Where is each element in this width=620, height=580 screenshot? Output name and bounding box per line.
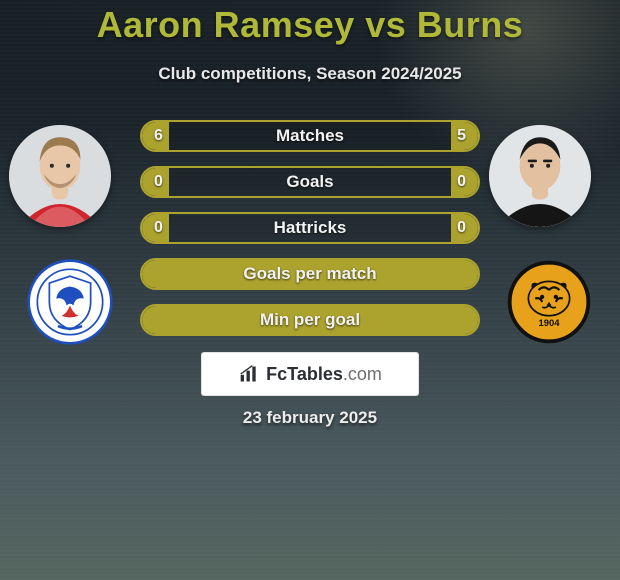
stat-bar-fill-right (451, 122, 478, 150)
stat-bar-fill-left (142, 214, 169, 242)
stat-bar: Hattricks00 (140, 212, 480, 244)
club-right-crest-icon: 1904 (506, 259, 592, 345)
player-left-portrait (9, 125, 111, 227)
watermark-domain: .com (343, 364, 382, 384)
stat-bar-fill-right (451, 168, 478, 196)
stat-bar: Matches65 (140, 120, 480, 152)
stat-bar: Min per goal (140, 304, 480, 336)
stat-bar-fill-left (142, 306, 478, 334)
stat-bar-fill-left (142, 122, 169, 150)
stat-bar: Goals00 (140, 166, 480, 198)
comparison-card: Aaron Ramsey vs Burns Club competitions,… (0, 0, 620, 445)
stat-bar-fill-left (142, 168, 169, 196)
stat-bars: Matches65 Goals00 Hattricks00 Goals per mat… (140, 120, 480, 350)
stat-bar-label: Matches (142, 126, 478, 146)
subtitle: Club competitions, Season 2024/2025 (0, 64, 620, 84)
bar-chart-icon (238, 364, 260, 384)
date-stamp: 23 february 2025 (0, 408, 620, 428)
page-title: Aaron Ramsey vs Burns (0, 4, 620, 46)
svg-text:1904: 1904 (538, 318, 560, 329)
stat-bar-label: Hattricks (142, 218, 478, 238)
player-left-avatar-icon (9, 125, 111, 227)
club-left-crest-icon (27, 259, 113, 345)
watermark-suffix: Tables (287, 364, 343, 384)
club-left-logo (27, 259, 113, 345)
player-right-avatar-icon (489, 125, 591, 227)
stat-bar-fill-right (451, 214, 478, 242)
watermark-badge: FcTables.com (201, 352, 419, 396)
club-right-logo: 1904 (506, 259, 592, 345)
player-right-portrait (489, 125, 591, 227)
stat-bar-fill-left (142, 260, 478, 288)
stat-bar: Goals per match (140, 258, 480, 290)
watermark-prefix: Fc (266, 364, 287, 384)
stat-bar-label: Goals (142, 172, 478, 192)
